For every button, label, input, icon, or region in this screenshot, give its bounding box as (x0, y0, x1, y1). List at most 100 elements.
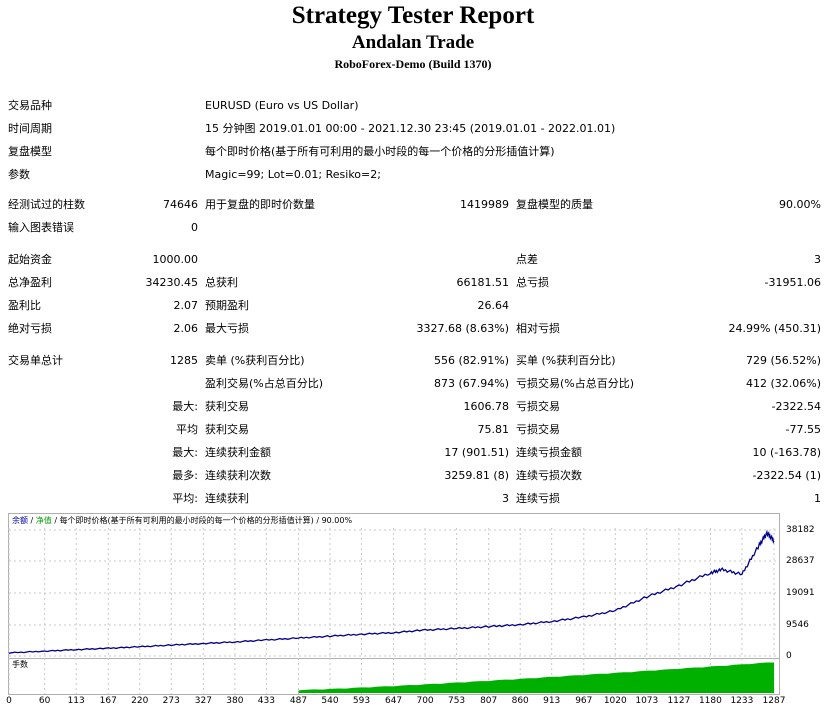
balance-line (8, 529, 775, 654)
total-trades-value: 1285 (170, 354, 198, 367)
model-value: 每个即时价格(基于所有可利用的最小时段的每一个价格的分形插值计算) (205, 145, 555, 158)
largest-loss-value: -2322.54 (771, 400, 821, 413)
errors-value: 0 (191, 221, 198, 234)
profit-factor-label: 盈利比 (8, 299, 41, 312)
profit-trades-value: 873 (67.94%) (433, 377, 509, 390)
x-tick-label: 1233 (730, 696, 754, 706)
errors-label: 输入图表错误 (8, 221, 74, 234)
x-tick-label: 1180 (698, 696, 722, 706)
consecutive-loss-label: 连续亏损次数 (516, 469, 582, 482)
chart-legend: 余额 / 净值 / 每个即时价格(基于所有可利用的最小时段的每一个价格的分形插值… (12, 516, 352, 526)
loss-trades-label: 亏损交易(%占总百分比) (516, 377, 635, 390)
maximal-drawdown-label: 最大亏损 (205, 322, 249, 335)
period-value: 15 分钟图 2019.01.01 00:00 - 2021.12.30 23:… (205, 122, 616, 135)
avg-consecutive-wins-value: 3 (502, 492, 509, 505)
largest-loss-label: 亏损交易 (516, 400, 560, 413)
x-tick-label: 860 (511, 696, 529, 706)
x-tick-label: 913 (543, 696, 561, 706)
spread-value: 3 (814, 253, 821, 266)
expected-payoff-label: 预期盈利 (205, 299, 249, 312)
absolute-drawdown-label: 绝对亏损 (8, 322, 52, 335)
x-tick-label: 0 (6, 696, 12, 706)
params-value: Magic=99; Lot=0.01; Resiko=2; (205, 168, 381, 181)
avg-consecutive-losses-label: 连续亏损 (516, 492, 560, 505)
x-tick-label: 327 (194, 696, 212, 706)
deposit-label: 起始资金 (8, 253, 52, 266)
average-profit-value: 75.81 (477, 423, 510, 436)
consecutive-losses-value: 10 (-163.78) (752, 446, 821, 459)
volume-area (298, 662, 774, 693)
bars-label: 经测试过的柱数 (8, 198, 85, 211)
gross-profit-value: 66181.51 (456, 276, 510, 289)
x-tick-label: 967 (575, 696, 593, 706)
avg-consecutive-losses-value: 1 (814, 492, 821, 505)
relative-drawdown-value: 24.99% (450.31) (728, 322, 821, 335)
period-label: 时间周期 (8, 122, 52, 135)
short-positions-value: 556 (82.91%) (433, 354, 509, 367)
quality-value: 90.00% (779, 198, 821, 211)
x-tick-label: 700 (416, 696, 434, 706)
maximal-drawdown-value: 3327.68 (8.63%) (416, 322, 509, 335)
absolute-drawdown-value: 2.06 (173, 322, 199, 335)
largest-label: 最大: (172, 400, 198, 413)
x-tick-label: 1073 (635, 696, 659, 706)
volume-label: 手数 (12, 660, 28, 669)
bars-value: 74646 (163, 198, 198, 211)
y-tick-label: 38182 (786, 525, 815, 535)
profit-trades-label: 盈利交易(%占总百分比) (205, 377, 324, 390)
x-tick-label: 487 (289, 696, 308, 706)
short-positions-label: 卖单 (%获利百分比) (205, 354, 305, 367)
average-loss-value: -77.55 (785, 423, 821, 436)
x-tick-label: 60 (38, 696, 51, 706)
y-tick-label: 19091 (786, 588, 815, 598)
average-profit-label: 获利交易 (205, 423, 249, 436)
average-label: 平均 (176, 423, 198, 436)
gross-loss-value: -31951.06 (764, 276, 821, 289)
largest-profit-label: 获利交易 (205, 400, 249, 413)
x-tick-label: 167 (99, 696, 117, 706)
maximal-label: 最多: (172, 469, 198, 482)
x-tick-label: 647 (384, 696, 403, 706)
relative-drawdown-label: 相对亏损 (516, 322, 560, 335)
legend-rest: / 每个即时价格(基于所有可利用的最小时段的每一个价格的分形插值计算) / 90… (51, 516, 353, 525)
x-tick-label: 540 (321, 696, 339, 706)
x-tick-label: 113 (67, 696, 85, 706)
total-trades-label: 交易单总计 (8, 354, 63, 367)
spread-label: 点差 (516, 253, 538, 266)
net-profit-value: 34230.45 (145, 276, 199, 289)
profit-factor-value: 2.07 (173, 299, 199, 312)
legend-equity: 净值 (35, 516, 52, 525)
x-tick-label: 1020 (603, 696, 627, 706)
x-tick-label: 433 (257, 696, 275, 706)
x-tick-label: 273 (162, 696, 180, 706)
x-tick-label: 807 (480, 696, 498, 706)
report-title: Strategy Tester Report (291, 2, 535, 29)
x-tick-label: 1287 (762, 696, 786, 706)
server-build: RoboForex-Demo (Build 1370) (334, 57, 492, 71)
x-tick-label: 1127 (667, 696, 691, 706)
legend-balance: 余额 (12, 516, 28, 525)
deposit-value: 1000.00 (152, 253, 199, 266)
x-tick-label: 593 (352, 696, 371, 706)
x-tick-label: 753 (447, 696, 466, 706)
avg-consecutive-wins-label: 连续获利 (205, 492, 249, 505)
consecutive-losses-label: 连续亏损金额 (516, 446, 582, 459)
avg-label: 平均: (172, 492, 198, 505)
y-tick-label: 0 (786, 651, 792, 661)
maximum-label: 最大: (172, 446, 198, 459)
ticks-label: 用于复盘的即时价数量 (205, 198, 315, 211)
loss-trades-value: 412 (32.06%) (745, 377, 821, 390)
average-loss-label: 亏损交易 (516, 423, 560, 436)
params-label: 参数 (8, 168, 30, 181)
net-profit-label: 总净盈利 (8, 276, 52, 289)
long-positions-value: 729 (56.52%) (745, 354, 821, 367)
quality-label: 复盘模型的质量 (516, 198, 593, 211)
x-tick-label: 380 (226, 696, 244, 706)
long-positions-label: 买单 (%获利百分比) (516, 354, 616, 367)
gross-loss-label: 总亏损 (516, 276, 549, 289)
y-tick-label: 28637 (786, 556, 815, 566)
symbol-label: 交易品种 (8, 99, 52, 112)
ticks-value: 1419989 (460, 198, 509, 211)
expert-name: Andalan Trade (351, 32, 475, 53)
